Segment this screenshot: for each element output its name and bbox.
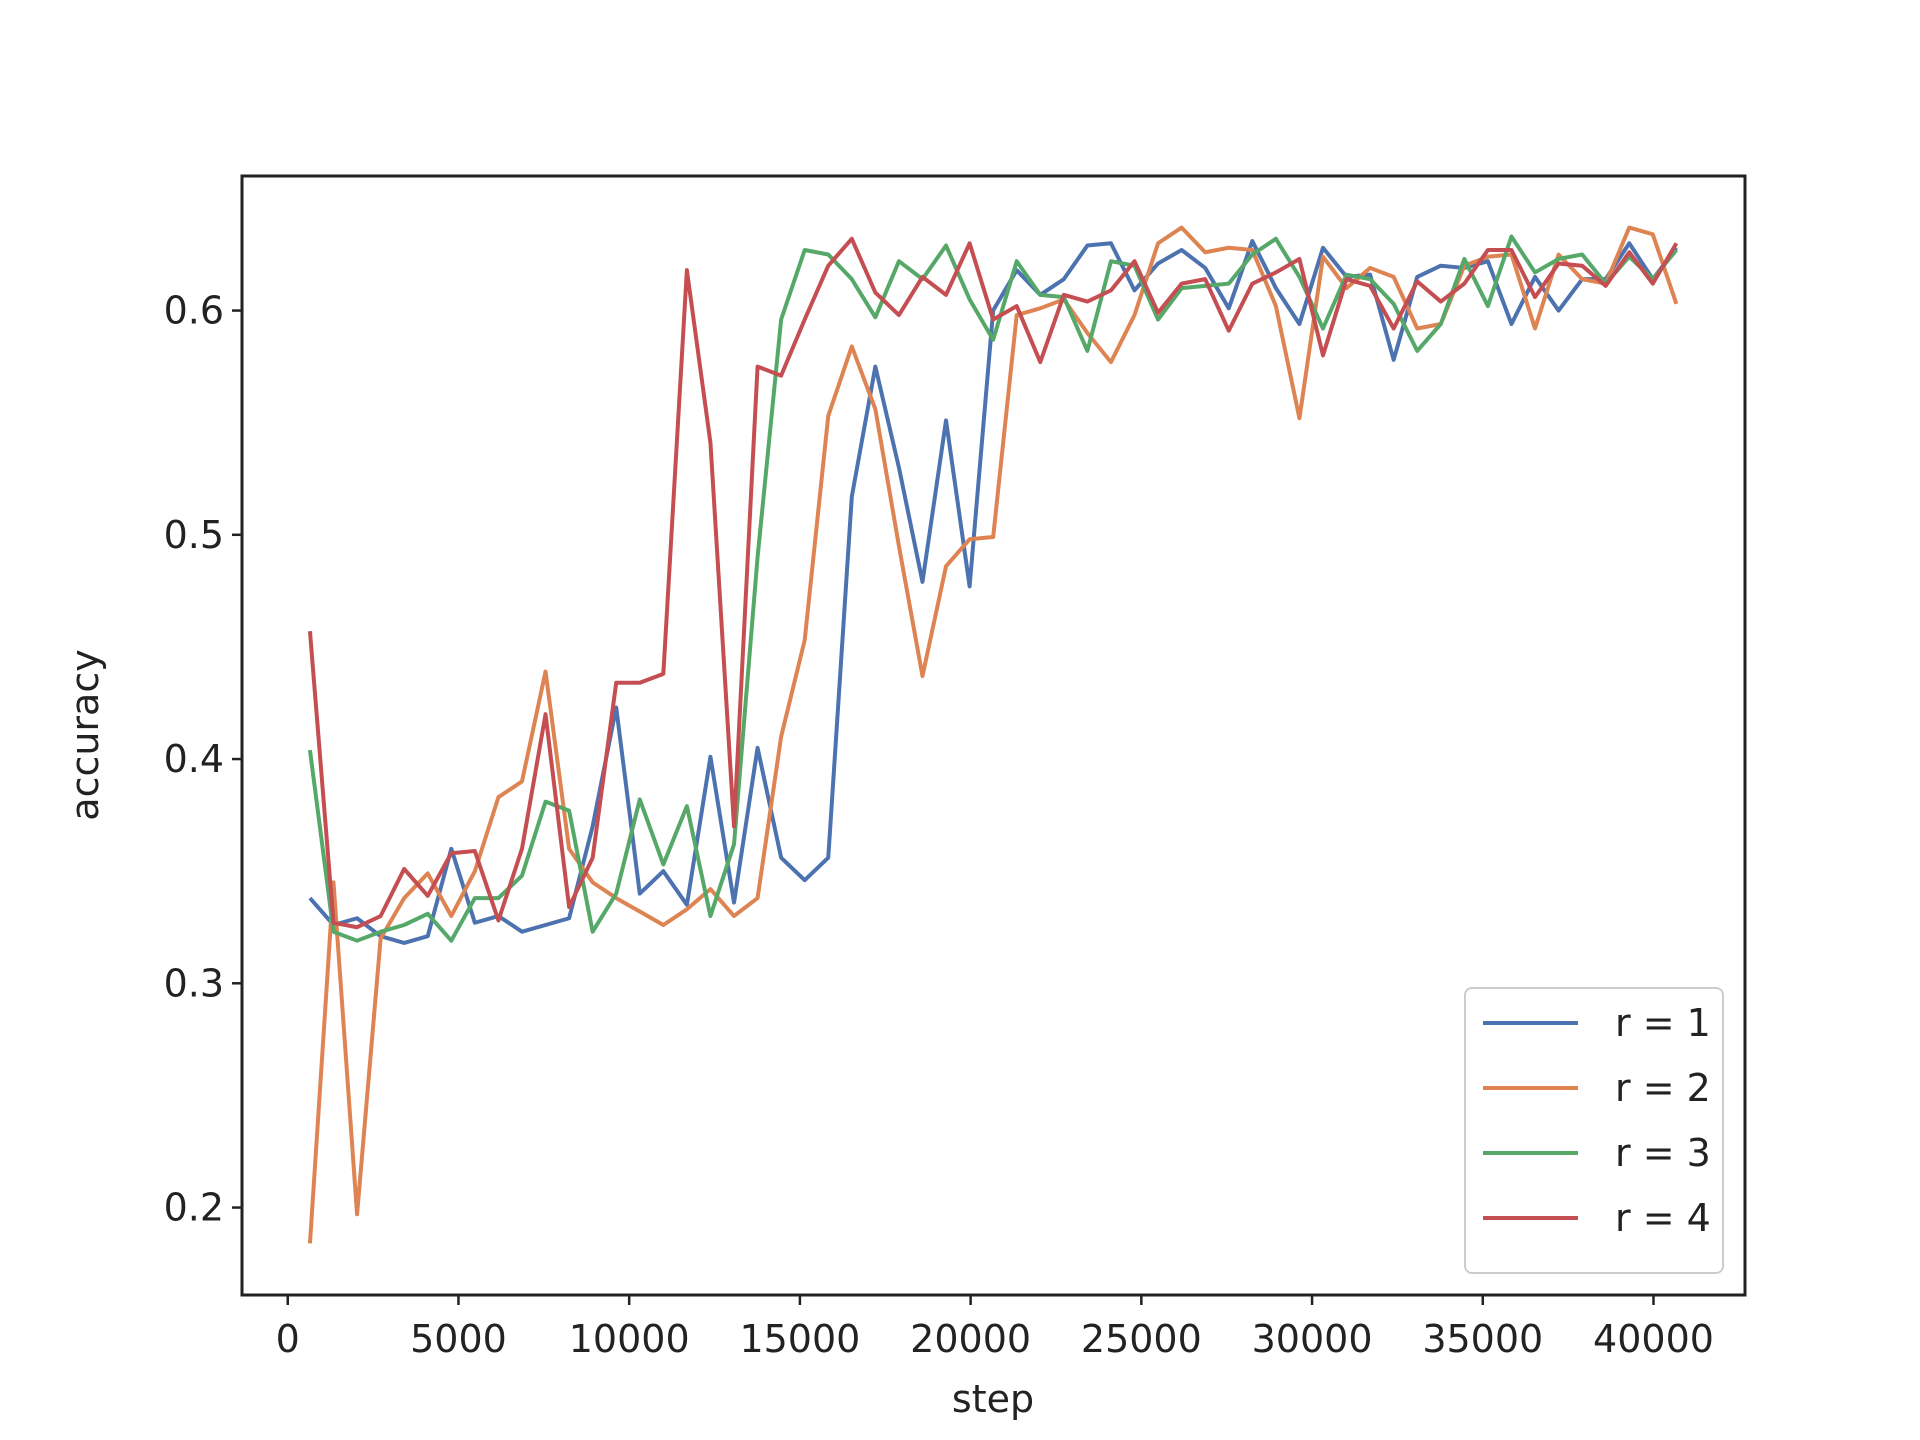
y-tick-label: 0.6	[164, 289, 224, 333]
y-tick-label: 0.2	[164, 1186, 224, 1230]
x-tick-label: 5000	[410, 1317, 507, 1361]
legend-label: r = 3	[1615, 1131, 1711, 1175]
legend-label: r = 2	[1615, 1066, 1711, 1110]
legend-label: r = 4	[1615, 1196, 1711, 1240]
x-tick-label: 35000	[1422, 1317, 1543, 1361]
line-series	[307, 236, 1679, 930]
legend: r = 1 r = 2 r = 3 r = 4	[1464, 987, 1724, 1274]
y-tick-label: 0.4	[164, 737, 224, 781]
x-tick-label: 20000	[910, 1317, 1031, 1361]
legend-label: r = 1	[1615, 1001, 1711, 1045]
y-tick-label: 0.5	[164, 513, 224, 557]
line-series	[308, 239, 1678, 945]
x-tick-label: 30000	[1252, 1317, 1373, 1361]
y-axis-label: accuracy	[63, 649, 107, 820]
y-tick-label: 0.3	[164, 961, 224, 1005]
line-series	[307, 234, 1678, 943]
x-tick-label: 15000	[739, 1317, 860, 1361]
x-tick-label: 0	[276, 1317, 300, 1361]
legend-box	[1464, 987, 1724, 1274]
x-tick-label: 25000	[1081, 1317, 1202, 1361]
x-tick-label: 10000	[569, 1317, 690, 1361]
plot-frame	[240, 174, 1747, 1297]
x-tick-label: 40000	[1593, 1317, 1714, 1361]
x-axis-label: step	[952, 1377, 1034, 1421]
